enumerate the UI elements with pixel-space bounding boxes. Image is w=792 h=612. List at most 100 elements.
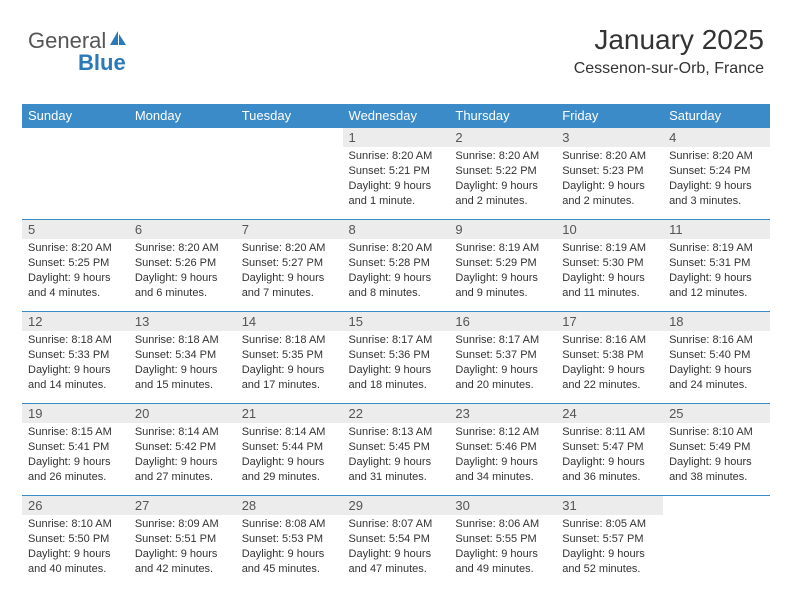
day-details: Sunrise: 8:05 AMSunset: 5:57 PMDaylight:… [556,515,663,578]
day-details: Sunrise: 8:10 AMSunset: 5:50 PMDaylight:… [22,515,129,578]
day-details: Sunrise: 8:18 AMSunset: 5:34 PMDaylight:… [129,331,236,394]
calendar-cell: 19Sunrise: 8:15 AMSunset: 5:41 PMDayligh… [22,404,129,496]
day-details: Sunrise: 8:20 AMSunset: 5:21 PMDaylight:… [343,147,450,210]
calendar-cell: 9Sunrise: 8:19 AMSunset: 5:29 PMDaylight… [449,220,556,312]
day-details: Sunrise: 8:12 AMSunset: 5:46 PMDaylight:… [449,423,556,486]
day-number: 6 [129,220,236,239]
day-number: 25 [663,404,770,423]
month-title: January 2025 [574,24,764,56]
calendar-cell: 25Sunrise: 8:10 AMSunset: 5:49 PMDayligh… [663,404,770,496]
day-details: Sunrise: 8:17 AMSunset: 5:37 PMDaylight:… [449,331,556,394]
calendar-cell: 2Sunrise: 8:20 AMSunset: 5:22 PMDaylight… [449,128,556,220]
day-number: 24 [556,404,663,423]
day-details: Sunrise: 8:11 AMSunset: 5:47 PMDaylight:… [556,423,663,486]
weekday-header: Sunday [22,104,129,128]
day-number: 8 [343,220,450,239]
calendar-cell: 10Sunrise: 8:19 AMSunset: 5:30 PMDayligh… [556,220,663,312]
weekday-header: Tuesday [236,104,343,128]
day-details: Sunrise: 8:20 AMSunset: 5:22 PMDaylight:… [449,147,556,210]
calendar-cell [663,496,770,588]
calendar-cell: 24Sunrise: 8:11 AMSunset: 5:47 PMDayligh… [556,404,663,496]
weekday-header: Wednesday [343,104,450,128]
day-details: Sunrise: 8:17 AMSunset: 5:36 PMDaylight:… [343,331,450,394]
day-details: Sunrise: 8:20 AMSunset: 5:26 PMDaylight:… [129,239,236,302]
day-details: Sunrise: 8:20 AMSunset: 5:27 PMDaylight:… [236,239,343,302]
calendar-cell: 17Sunrise: 8:16 AMSunset: 5:38 PMDayligh… [556,312,663,404]
day-details: Sunrise: 8:10 AMSunset: 5:49 PMDaylight:… [663,423,770,486]
calendar-cell: 11Sunrise: 8:19 AMSunset: 5:31 PMDayligh… [663,220,770,312]
day-details: Sunrise: 8:06 AMSunset: 5:55 PMDaylight:… [449,515,556,578]
calendar-cell [129,128,236,220]
day-number: 30 [449,496,556,515]
day-details: Sunrise: 8:15 AMSunset: 5:41 PMDaylight:… [22,423,129,486]
calendar-cell: 13Sunrise: 8:18 AMSunset: 5:34 PMDayligh… [129,312,236,404]
day-number: 5 [22,220,129,239]
calendar-cell: 30Sunrise: 8:06 AMSunset: 5:55 PMDayligh… [449,496,556,588]
calendar-cell: 20Sunrise: 8:14 AMSunset: 5:42 PMDayligh… [129,404,236,496]
calendar-cell: 5Sunrise: 8:20 AMSunset: 5:25 PMDaylight… [22,220,129,312]
day-number: 13 [129,312,236,331]
day-number: 12 [22,312,129,331]
day-number: 28 [236,496,343,515]
calendar-cell: 1Sunrise: 8:20 AMSunset: 5:21 PMDaylight… [343,128,450,220]
calendar-cell: 6Sunrise: 8:20 AMSunset: 5:26 PMDaylight… [129,220,236,312]
day-number: 22 [343,404,450,423]
calendar-cell: 12Sunrise: 8:18 AMSunset: 5:33 PMDayligh… [22,312,129,404]
header: January 2025 Cessenon-sur-Orb, France [574,24,764,78]
day-number: 4 [663,128,770,147]
day-number: 1 [343,128,450,147]
day-number: 9 [449,220,556,239]
calendar-cell: 3Sunrise: 8:20 AMSunset: 5:23 PMDaylight… [556,128,663,220]
day-number: 14 [236,312,343,331]
day-details: Sunrise: 8:19 AMSunset: 5:29 PMDaylight:… [449,239,556,302]
calendar-row: 1Sunrise: 8:20 AMSunset: 5:21 PMDaylight… [22,128,770,220]
weekday-header: Thursday [449,104,556,128]
calendar-cell: 15Sunrise: 8:17 AMSunset: 5:36 PMDayligh… [343,312,450,404]
day-details: Sunrise: 8:20 AMSunset: 5:24 PMDaylight:… [663,147,770,210]
day-details: Sunrise: 8:20 AMSunset: 5:23 PMDaylight:… [556,147,663,210]
calendar-cell: 27Sunrise: 8:09 AMSunset: 5:51 PMDayligh… [129,496,236,588]
day-number: 29 [343,496,450,515]
calendar-cell: 31Sunrise: 8:05 AMSunset: 5:57 PMDayligh… [556,496,663,588]
day-details: Sunrise: 8:09 AMSunset: 5:51 PMDaylight:… [129,515,236,578]
calendar-cell: 14Sunrise: 8:18 AMSunset: 5:35 PMDayligh… [236,312,343,404]
calendar-row: 26Sunrise: 8:10 AMSunset: 5:50 PMDayligh… [22,496,770,588]
day-number: 2 [449,128,556,147]
day-number: 7 [236,220,343,239]
calendar-cell: 26Sunrise: 8:10 AMSunset: 5:50 PMDayligh… [22,496,129,588]
day-details: Sunrise: 8:13 AMSunset: 5:45 PMDaylight:… [343,423,450,486]
day-details: Sunrise: 8:20 AMSunset: 5:28 PMDaylight:… [343,239,450,302]
day-details: Sunrise: 8:19 AMSunset: 5:31 PMDaylight:… [663,239,770,302]
day-number: 16 [449,312,556,331]
day-number: 3 [556,128,663,147]
day-number: 26 [22,496,129,515]
day-details: Sunrise: 8:14 AMSunset: 5:42 PMDaylight:… [129,423,236,486]
calendar-cell [236,128,343,220]
calendar-cell: 18Sunrise: 8:16 AMSunset: 5:40 PMDayligh… [663,312,770,404]
day-details: Sunrise: 8:18 AMSunset: 5:35 PMDaylight:… [236,331,343,394]
calendar-cell: 8Sunrise: 8:20 AMSunset: 5:28 PMDaylight… [343,220,450,312]
day-details: Sunrise: 8:18 AMSunset: 5:33 PMDaylight:… [22,331,129,394]
weekday-header-row: Sunday Monday Tuesday Wednesday Thursday… [22,104,770,128]
logo-text-blue: Blue [78,50,126,76]
day-details: Sunrise: 8:16 AMSunset: 5:38 PMDaylight:… [556,331,663,394]
calendar-cell: 21Sunrise: 8:14 AMSunset: 5:44 PMDayligh… [236,404,343,496]
calendar-cell: 23Sunrise: 8:12 AMSunset: 5:46 PMDayligh… [449,404,556,496]
day-details: Sunrise: 8:19 AMSunset: 5:30 PMDaylight:… [556,239,663,302]
calendar-row: 12Sunrise: 8:18 AMSunset: 5:33 PMDayligh… [22,312,770,404]
day-number: 11 [663,220,770,239]
calendar-cell: 7Sunrise: 8:20 AMSunset: 5:27 PMDaylight… [236,220,343,312]
day-number: 27 [129,496,236,515]
calendar-cell: 22Sunrise: 8:13 AMSunset: 5:45 PMDayligh… [343,404,450,496]
calendar-row: 5Sunrise: 8:20 AMSunset: 5:25 PMDaylight… [22,220,770,312]
calendar-cell: 16Sunrise: 8:17 AMSunset: 5:37 PMDayligh… [449,312,556,404]
day-details: Sunrise: 8:08 AMSunset: 5:53 PMDaylight:… [236,515,343,578]
day-number: 23 [449,404,556,423]
day-number: 15 [343,312,450,331]
day-number: 19 [22,404,129,423]
day-number: 20 [129,404,236,423]
logo-sail-icon [108,29,128,47]
calendar-row: 19Sunrise: 8:15 AMSunset: 5:41 PMDayligh… [22,404,770,496]
calendar-table: Sunday Monday Tuesday Wednesday Thursday… [22,104,770,588]
weekday-header: Saturday [663,104,770,128]
